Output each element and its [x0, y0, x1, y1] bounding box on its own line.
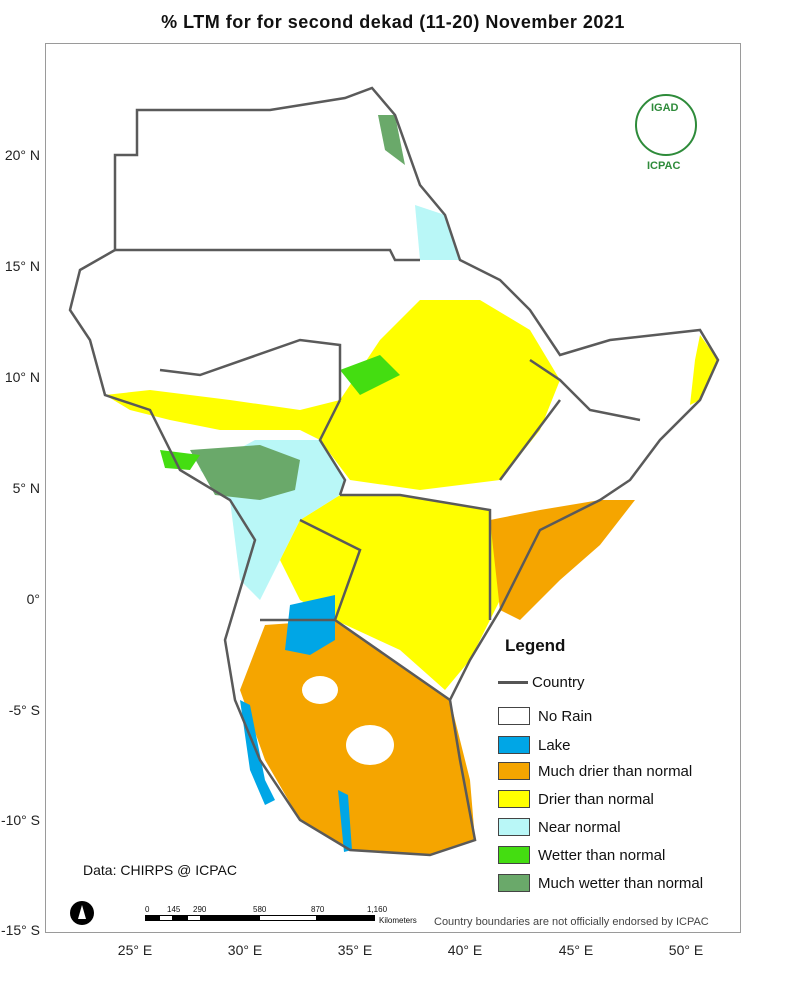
scale-tick: 1,160 [367, 905, 388, 914]
y-axis-label: -10° S [0, 812, 40, 828]
much-wetter-zone-north [378, 115, 405, 165]
north-arrow-icon [70, 901, 94, 925]
legend-label: No Rain [538, 707, 593, 725]
scale-tick: 580 [253, 905, 267, 914]
much-wetter-zone [190, 445, 300, 500]
scale-unit: Kilometers [379, 916, 417, 925]
logo-bottom-text: ICPAC [647, 160, 681, 172]
x-axis-label: 50° E [668, 942, 704, 958]
legend-item: Wetter than normal [498, 844, 665, 866]
scale-tick: 145 [167, 905, 181, 914]
y-axis-label: 10° N [4, 369, 40, 385]
legend-country: Country [498, 671, 585, 693]
map-title: % LTM for for second dekad (11-20) Novem… [161, 12, 625, 32]
data-source: Data: CHIRPS @ ICPAC [83, 862, 237, 878]
drier-zone-west [105, 390, 340, 440]
wetter-zone [340, 355, 400, 395]
legend-swatch [498, 846, 530, 864]
y-axis-label: -15° S [0, 922, 40, 938]
legend-swatch [498, 790, 530, 808]
legend-item: Near normal [498, 816, 621, 838]
y-axis-label: -5° S [8, 702, 40, 718]
legend-label: Much wetter than normal [538, 874, 704, 892]
x-axis-label: 40° E [447, 942, 483, 958]
no-rain-patch [346, 725, 394, 765]
logo-ring [635, 94, 697, 156]
y-axis-label: 20° N [4, 147, 40, 163]
scale-bar: 0 145 290 580 870 1,160 Kilometers [145, 905, 435, 925]
legend-swatch [498, 707, 530, 725]
near-normal-zone-north [415, 205, 460, 260]
x-axis-label: 30° E [227, 942, 263, 958]
disclaimer: Country boundaries are not officially en… [434, 916, 709, 928]
x-axis-label: 35° E [337, 942, 373, 958]
country-line-icon [498, 680, 528, 684]
drier-zone-central [280, 495, 500, 690]
legend-swatch [498, 874, 530, 892]
legend-label: Much drier than normal [538, 762, 693, 780]
legend-item: Much drier than normal [498, 760, 692, 782]
drier-zone-ethiopia [320, 300, 560, 490]
legend-swatch [498, 762, 530, 780]
legend-swatch [498, 736, 530, 754]
lake-malawi [338, 790, 352, 852]
x-axis-label: 25° E [117, 942, 153, 958]
wetter-zone-west [160, 450, 200, 470]
country-boundaries [68, 86, 720, 857]
lake-victoria [285, 595, 335, 655]
igad-icpac-logo: IGAD ICPAC [633, 92, 703, 176]
legend-label: Country [532, 673, 585, 691]
scale-tick: 0 [145, 905, 150, 914]
legend-swatch [498, 818, 530, 836]
legend-item: No Rain [498, 705, 592, 727]
legend-label: Lake [538, 736, 571, 754]
legend-title: Legend [505, 636, 566, 655]
scale-tick: 290 [193, 905, 207, 914]
logo-top-text: IGAD [651, 102, 679, 114]
legend-label: Wetter than normal [538, 846, 666, 864]
drier-zone-horn [690, 335, 718, 405]
x-axis-label: 45° E [558, 942, 594, 958]
y-axis-label: 5° N [12, 480, 40, 496]
y-axis-label: 15° N [4, 258, 40, 274]
legend-item: Drier than normal [498, 788, 654, 810]
y-axis-label: 0° [26, 591, 40, 607]
legend-item: Lake [498, 734, 571, 756]
legend-label: Near normal [538, 818, 621, 836]
much-drier-zone-east [490, 500, 635, 620]
scale-tick: 870 [311, 905, 325, 914]
legend-item: Much wetter than normal [498, 872, 703, 894]
no-rain-patch [302, 676, 338, 704]
legend-label: Drier than normal [538, 790, 654, 808]
